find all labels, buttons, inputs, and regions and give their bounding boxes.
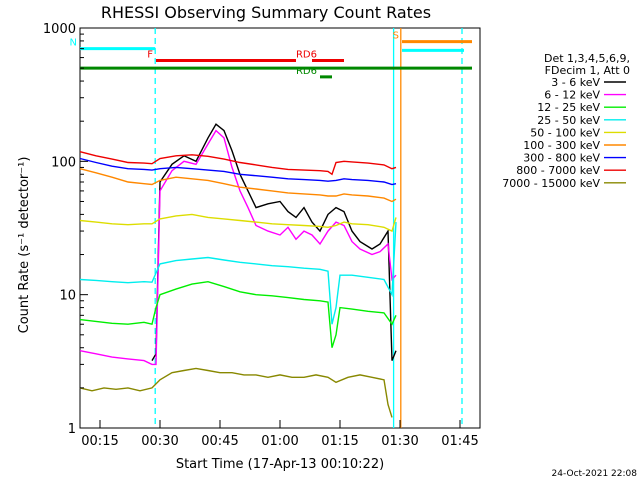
x-tick-label-4: 01:15: [321, 434, 358, 449]
flag-label-1: F: [147, 50, 153, 61]
series-line-7: [79, 151, 397, 176]
flag-bars: N F RD6 RD6 S: [70, 28, 472, 428]
x-tick-label-3: 01:00: [261, 434, 298, 449]
plot-frame: [79, 27, 481, 429]
series-line-2: [79, 280, 397, 348]
series-layer: [79, 123, 397, 418]
chart-title: RHESSI Observing Summary Count Rates: [101, 3, 431, 22]
legend-label-1: 6 - 12 keV: [544, 89, 600, 102]
legend-label-4: 50 - 100 keV: [530, 126, 600, 139]
y-tick-label-0: 1: [68, 422, 76, 437]
y-tick-label-2: 100: [51, 155, 76, 170]
series-line-4: [79, 213, 397, 233]
x-tick-label-6: 01:45: [441, 434, 478, 449]
y-axis-label: Count Rate (s⁻¹ detector⁻¹): [17, 157, 32, 334]
legend: Det 1,3,4,5,6,9,FDecim 1, Att 03 - 6 keV…: [502, 52, 630, 190]
x-tick-label-2: 00:45: [201, 434, 238, 449]
legend-label-0: 3 - 6 keV: [551, 76, 600, 89]
timestamp: 24-Oct-2021 22:08: [552, 469, 638, 479]
series-line-1: [79, 129, 397, 366]
flag-label-6: S: [393, 31, 399, 42]
legend-label-7: 800 - 7000 keV: [516, 164, 600, 177]
x-tick-label-5: 01:30: [381, 434, 418, 449]
axes: 1 10 100 1000 00:15 00:30 00:45 01:00 01:15 01:30…: [43, 22, 479, 449]
x-axis-label: Start Time (17-Apr-13 00:10:22): [176, 457, 384, 472]
legend-label-2: 12 - 25 keV: [537, 101, 600, 114]
x-tick-label-1: 00:30: [141, 434, 178, 449]
series-line-8: [79, 367, 393, 418]
series-line-6: [79, 157, 397, 186]
legend-label-5: 100 - 300 keV: [523, 139, 600, 152]
flag-label-5: RD6: [296, 66, 317, 77]
legend-label-6: 300 - 800 keV: [523, 152, 600, 165]
legend-label-3: 25 - 50 keV: [537, 114, 600, 127]
y-tick-label-3: 1000: [43, 22, 76, 37]
series-line-5: [79, 168, 397, 203]
legend-label-8: 7000 - 15000 keV: [502, 177, 600, 190]
series-line-3: [79, 222, 397, 325]
legend-header-1: FDecim 1, Att 0: [545, 64, 630, 77]
x-tick-label-0: 00:15: [81, 434, 118, 449]
series-line-0: [151, 123, 397, 361]
flag-label-0: N: [70, 38, 77, 49]
legend-header-0: Det 1,3,4,5,6,9,: [544, 52, 630, 65]
y-tick-label-1: 10: [59, 289, 76, 304]
flag-label-3: RD6: [296, 50, 317, 61]
plot-area: [79, 27, 481, 429]
